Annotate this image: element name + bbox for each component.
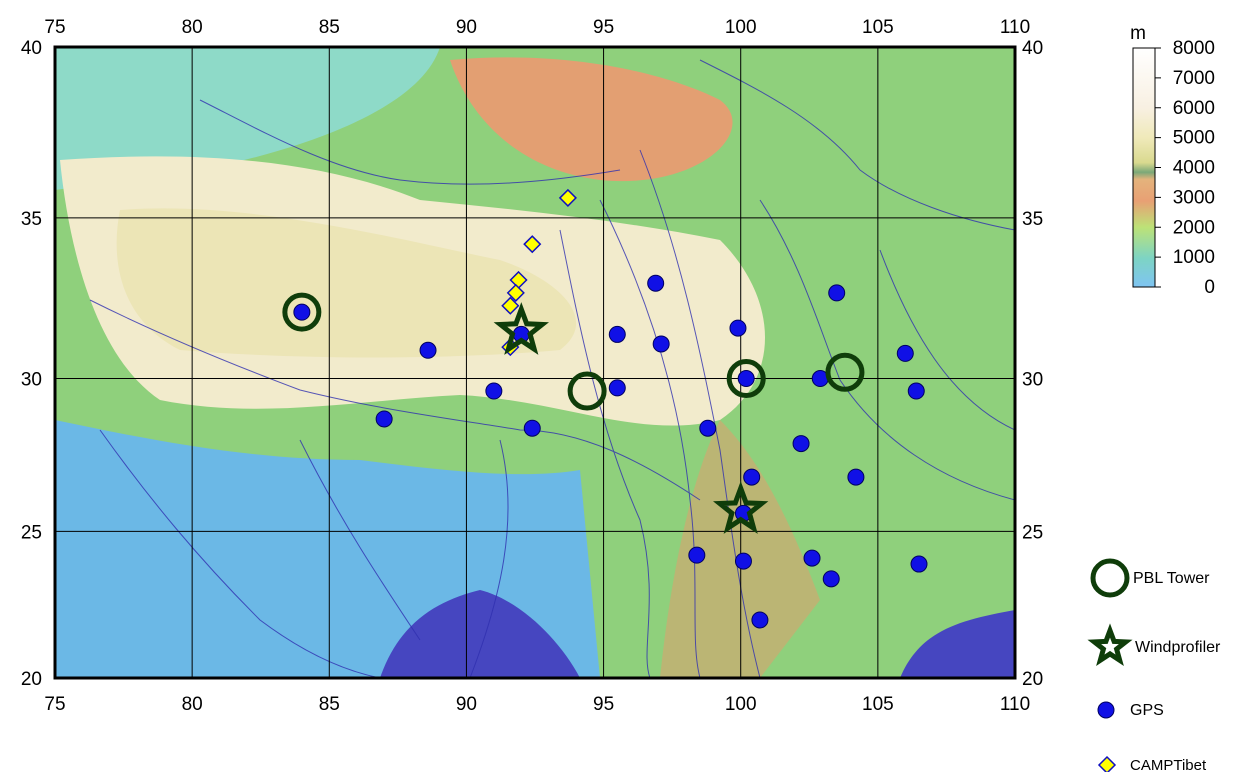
colorbar-tick-label: 8000	[1173, 38, 1215, 59]
gps-marker	[793, 436, 809, 452]
gps-marker	[738, 371, 754, 387]
y-tick-label-left: 20	[21, 669, 42, 690]
gps-marker	[294, 304, 310, 320]
colorbar-ticks: 0 1000 2000 3000 4000 5000 6000 7000 8000	[1155, 38, 1215, 298]
x-tick-label-top: 85	[319, 17, 340, 38]
y-tick-label-left: 25	[21, 522, 42, 543]
colorbar-tick-label: 1000	[1173, 247, 1215, 268]
legend-marker	[1099, 757, 1115, 772]
legend-marker	[1094, 631, 1125, 661]
x-tick-label-bottom: 100	[725, 694, 757, 715]
colorbar-tick-label: 2000	[1173, 217, 1215, 238]
legend-marker	[1093, 561, 1127, 595]
gps-marker	[911, 556, 927, 572]
x-tick-label-top: 75	[44, 17, 65, 38]
x-tick-label-top: 100	[725, 17, 757, 38]
gps-marker	[653, 336, 669, 352]
x-tick-label-bottom: 95	[593, 694, 614, 715]
gps-marker	[609, 380, 625, 396]
gps-marker	[735, 553, 751, 569]
y-tick-label-right: 30	[1022, 370, 1043, 391]
map: 75 75 80 80 85 85 90 90 95 95 100 100 105 105 110 110 20…	[0, 0, 1245, 772]
colorbar-tick-label: 7000	[1173, 68, 1215, 89]
legend-label: GPS	[1130, 702, 1164, 719]
legend: PBL Tower Windprofiler GPS CAMPTibet	[1093, 561, 1221, 772]
x-tick-label-bottom: 75	[44, 694, 65, 715]
gps-marker	[752, 612, 768, 628]
terrain	[55, 47, 1015, 678]
gps-marker	[689, 547, 705, 563]
y-tick-label-right: 25	[1022, 522, 1043, 543]
y-tick-label-right: 35	[1022, 209, 1043, 230]
x-tick-label-top: 95	[593, 17, 614, 38]
colorbar-tick-label: 6000	[1173, 98, 1215, 119]
gps-marker	[829, 285, 845, 301]
gps-marker	[486, 383, 502, 399]
colorbar-unit: m	[1130, 23, 1146, 44]
x-tick-label-top: 90	[456, 17, 477, 38]
y-tick-label-left: 30	[21, 370, 42, 391]
colorbar-tick-label: 5000	[1173, 128, 1215, 149]
gps-marker	[700, 420, 716, 436]
x-tick-label-bottom: 105	[862, 694, 894, 715]
gps-marker	[730, 320, 746, 336]
gps-marker	[420, 342, 436, 358]
legend-label: PBL Tower	[1133, 570, 1210, 587]
y-tick-label-left: 40	[21, 38, 42, 59]
gps-marker	[524, 420, 540, 436]
x-tick-label-top: 105	[862, 17, 894, 38]
gps-marker	[744, 469, 760, 485]
gps-marker	[908, 383, 924, 399]
colorbar	[1133, 48, 1155, 287]
x-tick-label-top: 110	[1000, 17, 1030, 38]
x-tick-label-top: 80	[182, 17, 203, 38]
gps-marker	[804, 550, 820, 566]
x-tick-label-bottom: 80	[182, 694, 203, 715]
legend-label: CAMPTibet	[1130, 757, 1207, 772]
y-tick-label-right: 40	[1022, 38, 1043, 59]
x-tick-label-bottom: 85	[319, 694, 340, 715]
colorbar-tick-label: 4000	[1173, 158, 1215, 179]
gps-marker	[848, 469, 864, 485]
y-tick-label-left: 35	[21, 209, 42, 230]
x-tick-label-bottom: 110	[1000, 694, 1030, 715]
x-tick-label-bottom: 90	[456, 694, 477, 715]
gps-marker	[376, 411, 392, 427]
y-tick-label-right: 20	[1022, 669, 1043, 690]
legend-marker	[1098, 702, 1114, 718]
gps-marker	[897, 345, 913, 361]
colorbar-tick-label: 0	[1204, 277, 1215, 298]
gps-marker	[823, 571, 839, 587]
legend-label: Windprofiler	[1135, 639, 1221, 656]
gps-marker	[609, 326, 625, 342]
gps-marker	[648, 275, 664, 291]
colorbar-tick-label: 3000	[1173, 187, 1215, 208]
